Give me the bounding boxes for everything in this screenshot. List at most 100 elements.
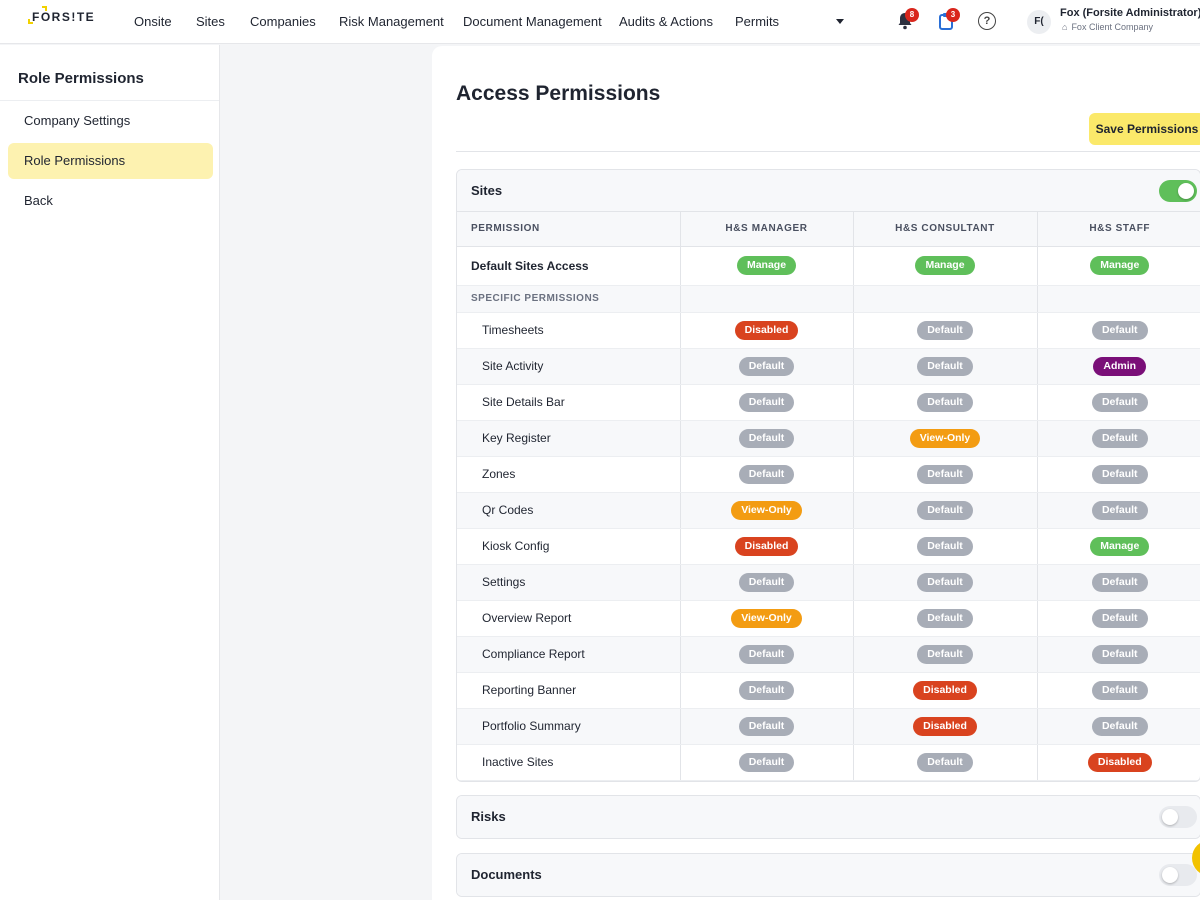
section-header[interactable]: Sites [457, 170, 1200, 212]
permission-cell: Default [852, 492, 1037, 529]
top-nav-bar: FORS!TE Onsite Sites Companies Risk Mana… [0, 0, 1200, 44]
row-label: Site Activity [457, 348, 680, 385]
empty-cell [852, 285, 1037, 313]
section-enabled-toggle[interactable] [1159, 864, 1197, 886]
permission-cell: Disabled [1036, 744, 1200, 781]
permission-cell: View-Only [852, 420, 1037, 457]
permission-level-badge[interactable]: Manage [1090, 536, 1150, 556]
section-header[interactable]: Risks [457, 796, 1200, 838]
nav-companies[interactable]: Companies [250, 14, 316, 29]
permission-level-badge[interactable]: Default [917, 392, 973, 412]
permission-level-badge[interactable]: Admin [1093, 356, 1147, 376]
permission-level-badge[interactable]: Default [738, 572, 795, 592]
page-title: Access Permissions [456, 82, 661, 105]
sidebar-title: Role Permissions [18, 70, 144, 87]
permission-row: Zones Default Default Default [457, 456, 1200, 493]
permission-cell: Default [852, 456, 1037, 493]
permission-level-badge[interactable]: Manage [1090, 256, 1150, 275]
permission-cell: Default [679, 384, 853, 421]
permission-level-badge[interactable]: Default [1091, 464, 1148, 484]
permission-level-badge[interactable]: Default [738, 644, 795, 664]
permission-level-badge[interactable]: Default [917, 644, 973, 664]
nav-risk-management[interactable]: Risk Management [339, 14, 444, 29]
permission-level-badge[interactable]: Default [917, 356, 973, 376]
permission-level-badge[interactable]: Default [738, 680, 795, 700]
section-enabled-toggle[interactable] [1159, 806, 1197, 828]
sidebar-item-back[interactable]: Back [24, 193, 53, 208]
permission-cell: Default [1036, 420, 1200, 457]
nav-document-management[interactable]: Document Management [463, 14, 602, 29]
main-content-card: Access Permissions Save Permissions Site… [432, 46, 1200, 900]
column-header-permission: PERMISSION [457, 212, 680, 247]
permission-cell: Default [679, 672, 853, 709]
empty-cell [1036, 285, 1200, 313]
permission-level-badge[interactable]: Default [917, 608, 973, 628]
specific-permissions-subheader: SPECIFIC PERMISSIONS [457, 285, 1200, 313]
permission-level-badge[interactable]: View-Only [731, 500, 802, 520]
permission-level-badge[interactable]: Default [738, 752, 795, 772]
permission-level-badge[interactable]: Disabled [913, 716, 977, 736]
sidebar-item-role-permissions[interactable]: Role Permissions [8, 143, 213, 179]
permission-level-badge[interactable]: View-Only [731, 608, 802, 628]
permission-level-badge[interactable]: Default [1091, 500, 1148, 520]
permission-level-badge[interactable]: Default [917, 572, 973, 592]
permission-level-badge[interactable]: Default [917, 500, 973, 520]
permission-cell: Default [679, 420, 853, 457]
column-header-hs-manager: H&S MANAGER [679, 212, 853, 247]
permission-level-badge[interactable]: Default [917, 536, 973, 556]
permission-level-badge[interactable]: Default [1091, 644, 1148, 664]
nav-sites[interactable]: Sites [196, 14, 225, 29]
permission-level-badge[interactable]: Default [917, 752, 973, 772]
permission-cell: Default [852, 744, 1037, 781]
default-access-row: Default Sites Access Manage Manage Manage [457, 246, 1200, 286]
permission-level-badge[interactable]: Default [738, 428, 795, 448]
permission-level-badge[interactable]: Default [738, 464, 795, 484]
tasks-clipboard-icon[interactable]: 3 [938, 8, 960, 30]
help-icon[interactable]: ? [978, 12, 996, 30]
row-label: Key Register [457, 420, 680, 457]
permission-level-badge[interactable]: Manage [915, 256, 975, 275]
permission-level-badge[interactable]: Disabled [734, 536, 799, 556]
nav-permits[interactable]: Permits [735, 14, 780, 29]
permission-level-badge[interactable]: Default [1091, 392, 1148, 412]
permission-level-badge[interactable]: Manage [736, 256, 797, 275]
help-chat-button[interactable] [1192, 840, 1200, 876]
forsite-logo[interactable]: FORS!TE [28, 6, 95, 24]
permission-cell: Default [1036, 708, 1200, 745]
permission-level-badge[interactable]: Default [1091, 428, 1148, 448]
permission-cell: Default [679, 744, 853, 781]
permission-level-badge[interactable]: Default [1091, 608, 1148, 628]
section-enabled-toggle[interactable] [1159, 180, 1197, 202]
save-permissions-button[interactable]: Save Permissions [1089, 113, 1200, 145]
user-name[interactable]: Fox (Forsite Administrator) [1060, 7, 1200, 19]
permission-level-badge[interactable]: Default [917, 320, 973, 340]
permission-level-badge[interactable]: Disabled [913, 680, 977, 700]
permission-row: Key Register Default View-Only Default [457, 420, 1200, 457]
permission-cell: Default [679, 564, 853, 601]
permission-cell: Default [1036, 456, 1200, 493]
row-label: Reporting Banner [457, 672, 680, 709]
sidebar-item-company-settings[interactable]: Company Settings [24, 113, 131, 128]
permission-cell: Disabled [852, 672, 1037, 709]
nav-onsite[interactable]: Onsite [134, 14, 172, 29]
permission-level-badge[interactable]: View-Only [909, 428, 981, 448]
more-menu-caret-icon[interactable] [836, 19, 844, 24]
permission-level-badge[interactable]: Default [1091, 716, 1148, 736]
permission-level-badge[interactable]: Default [1091, 680, 1148, 700]
permission-level-badge[interactable]: Default [738, 716, 795, 736]
permission-level-badge[interactable]: Disabled [734, 320, 799, 340]
permission-level-badge[interactable]: Default [917, 464, 973, 484]
permission-row: Settings Default Default Default [457, 564, 1200, 601]
notifications-bell-icon[interactable]: 8 [897, 8, 919, 30]
user-avatar[interactable]: F( [1027, 10, 1051, 34]
permission-level-badge[interactable]: Default [738, 392, 795, 412]
permission-cell: Default [852, 636, 1037, 673]
row-label: Compliance Report [457, 636, 680, 673]
permission-level-badge[interactable]: Default [1091, 320, 1148, 340]
section-header[interactable]: Documents [457, 854, 1200, 896]
permission-level-badge[interactable]: Default [1091, 572, 1148, 592]
subheader-label: SPECIFIC PERMISSIONS [457, 285, 680, 313]
nav-audits-actions[interactable]: Audits & Actions [619, 14, 713, 29]
permission-level-badge[interactable]: Default [738, 356, 795, 376]
permission-level-badge[interactable]: Disabled [1087, 752, 1152, 772]
